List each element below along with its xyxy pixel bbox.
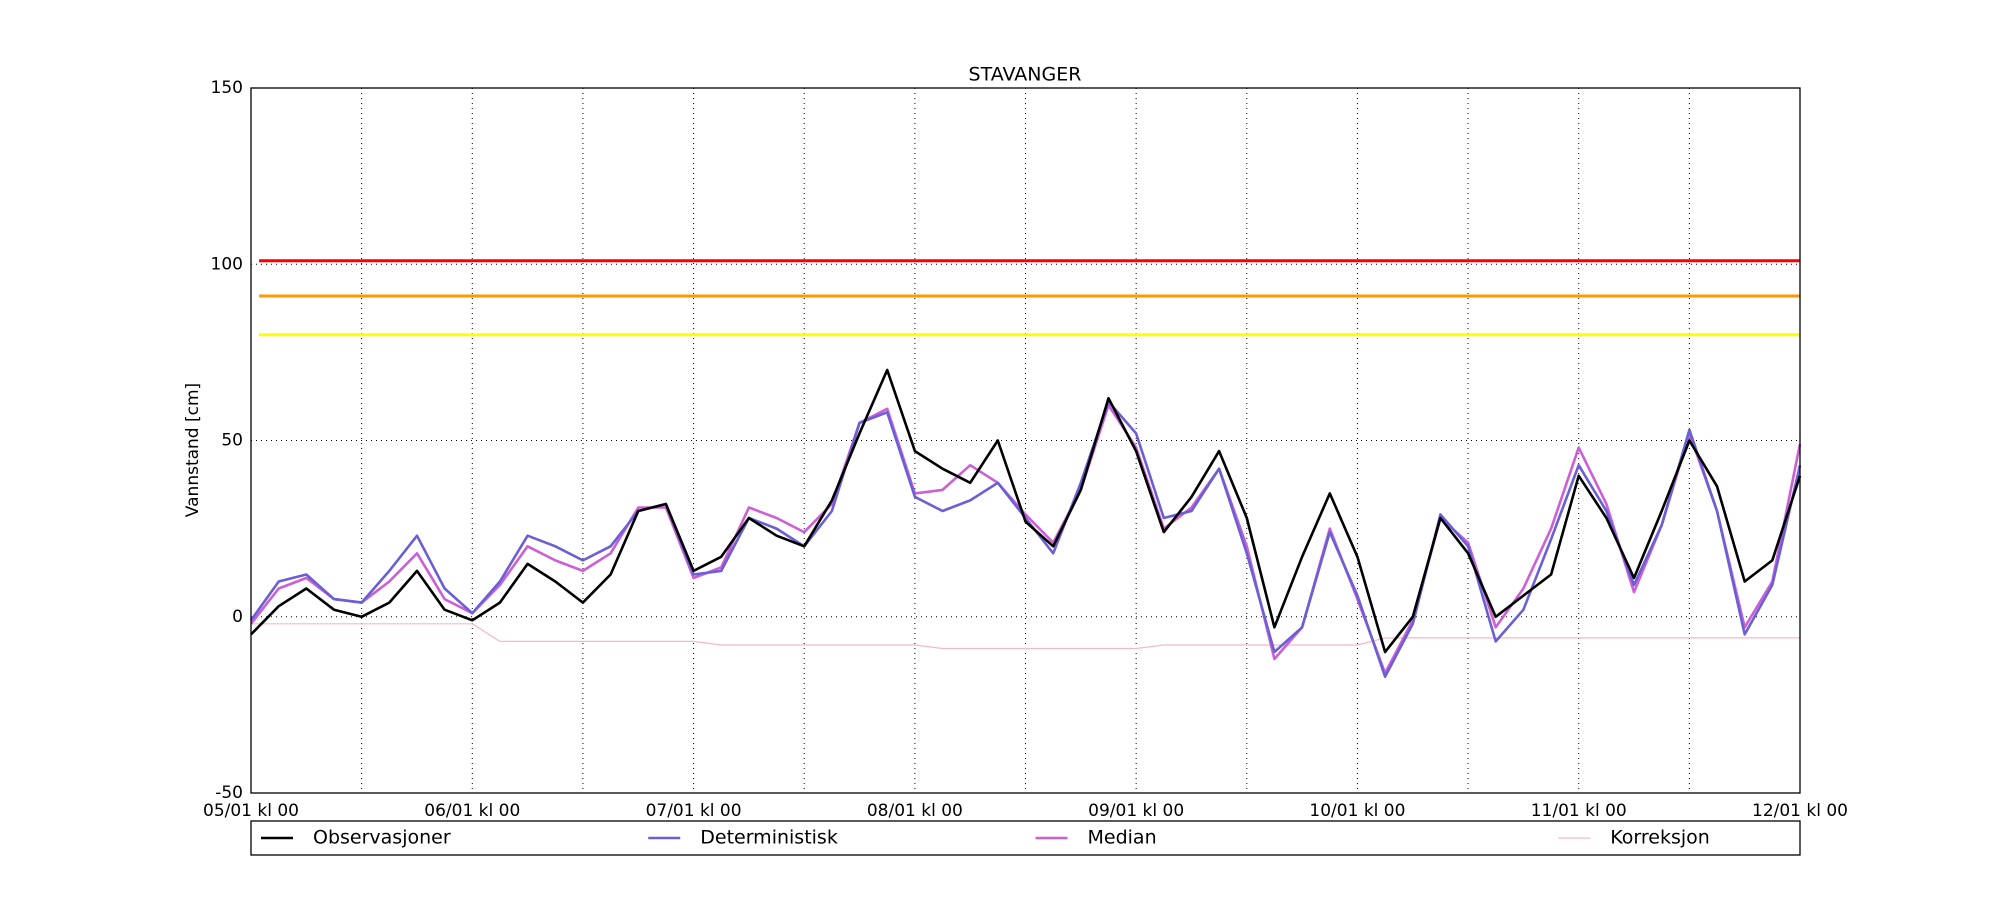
legend-text: Korreksjon: [1610, 827, 1710, 849]
series-line: [249, 403, 1802, 675]
legend-text: Median: [1088, 827, 1157, 849]
x-tick-label: 06/01 kl 00: [424, 801, 520, 821]
series-line: [251, 623, 1800, 650]
y-tick-label: 100: [211, 254, 243, 274]
x-tick-label: 12/01 kl 00: [1752, 801, 1848, 821]
x-tick-label: 07/01 kl 00: [646, 801, 742, 821]
legend-text: Observasjoner: [313, 827, 451, 849]
y-axis-label: Vannstand [cm]: [183, 383, 203, 517]
chart-title: STAVANGER: [969, 64, 1082, 86]
legend-text: Deterministisk: [700, 827, 838, 849]
series-line: [250, 368, 1802, 654]
y-tick-label: 150: [211, 78, 243, 98]
legend-box: [250, 820, 1801, 856]
x-tick-label: 11/01 kl 00: [1531, 801, 1627, 821]
y-tick-label: -50: [215, 783, 243, 803]
y-tick-label: 50: [221, 431, 243, 451]
x-tick-label: 05/01 kl 00: [203, 801, 299, 821]
plot-frame: [250, 87, 1801, 794]
series-line: [249, 400, 1802, 678]
x-tick-label: 09/01 kl 00: [1088, 801, 1184, 821]
x-tick-label: 10/01 kl 00: [1309, 801, 1405, 821]
x-tick-label: 08/01 kl 00: [867, 801, 963, 821]
y-tick-label: 0: [232, 607, 243, 627]
